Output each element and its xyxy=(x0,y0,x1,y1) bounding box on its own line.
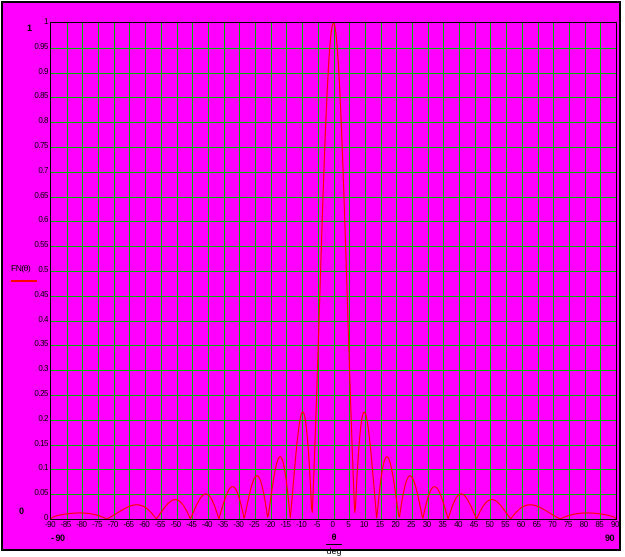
x-tick-label: 10 xyxy=(359,520,368,529)
y-tick-label: 0.9 xyxy=(38,66,48,76)
y-tick-label: 0.85 xyxy=(34,91,48,101)
x-tick-label: 40 xyxy=(454,520,462,529)
x-tick-label: 5 xyxy=(346,520,351,529)
y-tick-label: 0.55 xyxy=(34,240,48,250)
x-tick-label: 55 xyxy=(501,520,510,529)
x-tick-label: 35 xyxy=(438,520,447,529)
x-tick-label: 60 xyxy=(516,520,525,529)
x-tick-label: -35 xyxy=(217,520,229,529)
x-tick-label: -25 xyxy=(248,520,260,529)
x-tick-label: -85 xyxy=(60,520,72,529)
x-axis-title-fraction: θ deg xyxy=(322,532,346,556)
y-tick-label: 1 xyxy=(44,17,48,26)
y-tick-label: 0.7 xyxy=(38,165,48,175)
y-tick-label: 0.1 xyxy=(38,463,48,473)
x-tick-label: -80 xyxy=(76,520,87,529)
trace-legend-color-line xyxy=(11,280,37,282)
x-tick-label: 50 xyxy=(485,520,494,529)
y-axis-limit-bottom: 0 xyxy=(19,506,24,516)
x-tick-label: -50 xyxy=(170,520,182,529)
x-axis-limit-right: 90 xyxy=(605,533,615,543)
x-tick-label: -65 xyxy=(123,520,134,529)
y-tick-label: 0.65 xyxy=(34,190,48,200)
x-axis-limit-left: - 90 xyxy=(51,533,65,543)
y-tick-label: 0.25 xyxy=(34,389,48,398)
x-tick-label: 25 xyxy=(407,520,415,529)
plot-area xyxy=(50,22,617,520)
x-tick-label: 15 xyxy=(375,520,384,529)
y-tick-label: 0 xyxy=(44,513,48,522)
y-tick-label: 0.95 xyxy=(34,41,48,51)
x-tick-label: -70 xyxy=(107,520,119,529)
x-tick-label: 65 xyxy=(532,520,541,529)
x-tick-label: 80 xyxy=(579,520,588,529)
x-tick-label: 85 xyxy=(595,520,604,529)
chart-canvas xyxy=(51,23,616,519)
y-tick-label: 0.8 xyxy=(38,116,48,126)
x-axis-title-numerator: θ xyxy=(331,532,337,542)
x-tick-label: -20 xyxy=(264,520,276,529)
x-tick-label: -90 xyxy=(44,520,56,529)
x-tick-label: 0 xyxy=(330,520,335,529)
trace-legend-label: FN(θ) xyxy=(11,263,31,273)
y-tick-label: 0.2 xyxy=(38,413,48,423)
x-tick-label: -60 xyxy=(139,520,150,529)
x-tick-label: -5 xyxy=(313,520,321,529)
y-tick-label: 0.6 xyxy=(38,215,48,225)
x-tick-label: 75 xyxy=(563,520,572,529)
x-tick-label: 70 xyxy=(548,520,557,529)
y-tick-label: 0.75 xyxy=(34,141,48,150)
y-tick-label: 0.05 xyxy=(34,488,48,498)
x-tick-label: 45 xyxy=(469,520,478,529)
y-tick-label: 0.3 xyxy=(38,364,48,374)
x-tick-label: -55 xyxy=(154,520,166,529)
y-tick-label: 0.45 xyxy=(34,289,48,299)
y-axis-limit-top: 1 xyxy=(27,23,32,33)
y-tick-label: 0.5 xyxy=(38,265,48,274)
y-tick-label: 0.35 xyxy=(34,339,48,349)
x-tick-label: -15 xyxy=(280,520,291,529)
x-tick-label: -45 xyxy=(186,520,197,529)
x-tick-label: 20 xyxy=(391,520,400,529)
x-tick-label: 30 xyxy=(422,520,431,529)
x-tick-label: -75 xyxy=(92,520,103,529)
pattern-curve xyxy=(51,23,616,519)
x-tick-label: 90 xyxy=(611,520,619,529)
x-tick-label: -40 xyxy=(201,520,213,529)
y-tick-label: 0.4 xyxy=(38,314,48,324)
y-tick-label: 0.15 xyxy=(34,438,48,448)
x-tick-label: -10 xyxy=(296,520,307,529)
x-axis-title-fraction-bar xyxy=(326,544,342,545)
x-tick-label: -30 xyxy=(233,520,244,529)
x-axis-title-denominator: deg xyxy=(326,546,342,556)
